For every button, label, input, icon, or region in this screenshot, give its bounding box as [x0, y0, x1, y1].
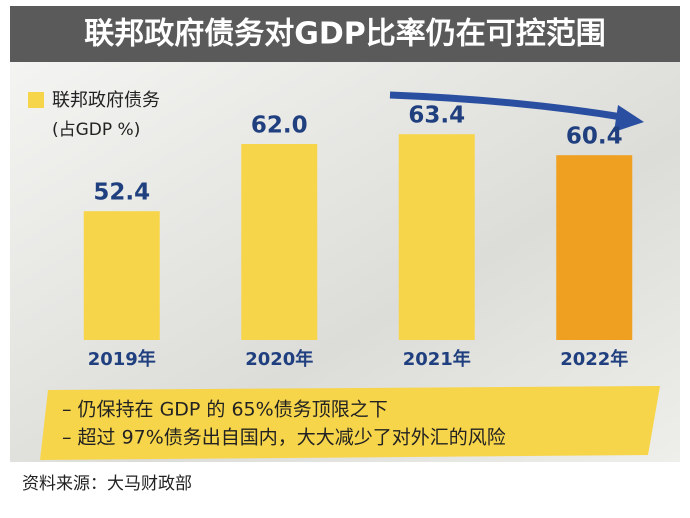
- x-tick-label: 2021年: [403, 348, 471, 370]
- notes-box: [40, 386, 660, 460]
- x-tick-label: 2019年: [88, 348, 156, 370]
- value-label: 52.4: [93, 180, 150, 206]
- value-label: 63.4: [408, 103, 465, 129]
- bar: [556, 155, 633, 340]
- value-label: 60.4: [566, 124, 623, 150]
- title-bar: [10, 6, 680, 62]
- bar: [398, 134, 475, 340]
- trend-arrow: [389, 91, 629, 122]
- axis-label: (占GDP %): [52, 120, 140, 140]
- chart-title: 联邦政府债务对GDP比率仍在可控范围: [84, 17, 606, 52]
- bar: [241, 144, 318, 340]
- source: 资料来源：大马财政部: [22, 474, 192, 494]
- legend-swatch: [28, 92, 44, 108]
- note: – 仍保持在 GDP 的 65%债务顶限之下: [62, 399, 388, 421]
- footer-background: [10, 462, 680, 510]
- value-label: 62.0: [251, 113, 308, 139]
- note: – 超过 97%债务出自国内，大大减少了对外汇的风险: [62, 427, 506, 449]
- x-tick-label: 2020年: [245, 348, 313, 370]
- bar: [83, 211, 160, 340]
- x-tick-label: 2022年: [560, 348, 628, 370]
- legend-label: 联邦政府债务: [52, 90, 160, 111]
- trend-arrow-head: [614, 105, 644, 132]
